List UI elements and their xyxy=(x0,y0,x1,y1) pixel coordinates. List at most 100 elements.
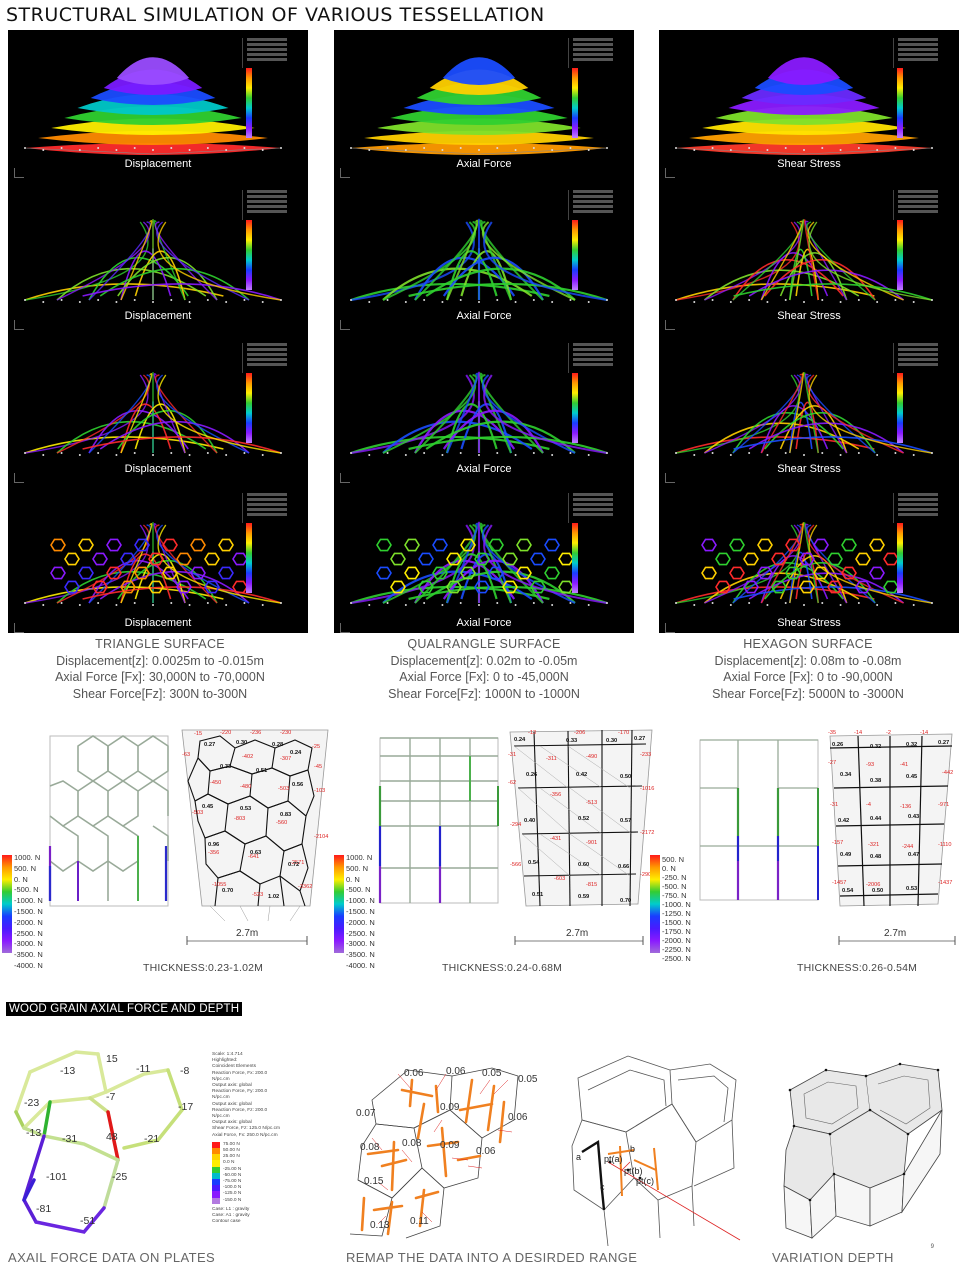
simulation-panel-4: Shear Stress xyxy=(659,485,959,633)
legend-value: -1500. N xyxy=(14,906,43,916)
legend-value: 500. N xyxy=(346,863,369,873)
axial-force-value: -31 xyxy=(62,1133,77,1145)
axial-force-range: Axial Force [Fx]: 0 to -45,000N xyxy=(399,670,569,684)
triangle-force-legend-colorbar xyxy=(2,855,12,953)
svg-text:-103: -103 xyxy=(314,788,325,794)
legend-value: -2000. N xyxy=(662,936,691,945)
legend-value: -2000. N xyxy=(346,917,375,927)
svg-text:0.30: 0.30 xyxy=(606,738,617,744)
svg-text:0.27: 0.27 xyxy=(938,740,949,746)
simulation-panel-2: Displacement xyxy=(8,182,308,332)
legend-value: -1250. N xyxy=(662,909,691,918)
axial-force-value: -8 xyxy=(180,1065,189,1077)
simulation-panel-4: Displacement xyxy=(8,485,308,633)
simulation-label: Shear Stress xyxy=(777,310,841,322)
simulation-legend xyxy=(893,36,945,138)
quad-force-legend-colorbar xyxy=(334,855,344,953)
surface-name: TRIANGLE SURFACE xyxy=(95,637,225,651)
axis-triad-icon xyxy=(340,473,350,483)
triangle-plate-elevation xyxy=(48,735,169,907)
legend-value: 0. N xyxy=(14,874,28,884)
svg-text:-490: -490 xyxy=(586,754,597,760)
svg-text:0.30: 0.30 xyxy=(236,740,247,746)
simulation-legend xyxy=(242,491,294,593)
shear-force-range: Shear Force[Fz]: 300N to-300N xyxy=(72,686,248,701)
legend-case-line: Case: L1 : gravity xyxy=(212,1206,250,1212)
simulation-label: Displacement xyxy=(124,617,192,629)
svg-text:0.54: 0.54 xyxy=(842,888,854,894)
legend-value: 75.00 N xyxy=(223,1141,240,1147)
svg-text:-1110: -1110 xyxy=(938,842,951,848)
svg-text:0.40: 0.40 xyxy=(524,818,535,824)
svg-text:-442: -442 xyxy=(942,770,953,776)
legend-value: -1000. N xyxy=(14,896,43,906)
legend-value: -1500. N xyxy=(662,918,691,927)
axial-force-value: -13 xyxy=(26,1127,41,1139)
svg-text:-25: -25 xyxy=(312,744,320,750)
svg-text:-63: -63 xyxy=(182,752,190,758)
svg-text:0.32: 0.32 xyxy=(870,744,881,750)
simulation-panel-3: Shear Stress xyxy=(659,335,959,485)
svg-text:0.28: 0.28 xyxy=(272,742,284,748)
quad-force-legend-labels: 1000. N 500. N 0. N -500. N -1000. N -1500. N… xyxy=(346,853,375,972)
axis-triad-icon xyxy=(340,168,350,178)
svg-text:-971: -971 xyxy=(938,802,949,808)
axis-triad-icon xyxy=(14,623,24,633)
svg-text:-31: -31 xyxy=(508,752,516,758)
simulation-panel-3: Axial Force xyxy=(334,335,634,485)
remap-value: 0.08 xyxy=(402,1138,422,1149)
remap-value: 0.06 xyxy=(404,1068,424,1079)
remap-value: 0.05 xyxy=(518,1074,538,1085)
axis-triad-icon xyxy=(665,623,675,633)
svg-text:-62: -62 xyxy=(508,780,516,786)
legend-value: -4000. N xyxy=(346,960,375,970)
svg-text:-321: -321 xyxy=(868,842,879,848)
legend-header-line: Reaction Force, Fz: 200.0 N/pc.cm xyxy=(212,1107,268,1120)
remap-value: 0.05 xyxy=(482,1068,502,1079)
shear-force-range: Shear Force[Fz]: 1000N to -1000N xyxy=(388,686,580,701)
simulation-panel-1: Axial Force xyxy=(334,30,634,180)
axis-triad-icon xyxy=(340,623,350,633)
svg-text:-503: -503 xyxy=(278,786,289,792)
svg-text:0.51: 0.51 xyxy=(256,768,268,774)
svg-text:-402: -402 xyxy=(242,754,253,760)
dome-render xyxy=(24,57,282,155)
simulation-label: Axial Force xyxy=(456,310,512,322)
variation-depth-diagram xyxy=(783,1062,943,1239)
hexagon-plate-elevation xyxy=(699,739,819,901)
triangle-plate-thickness-map: -15 -220 -236 -230 -25 -63 -402 -307 -45 -450 -4… xyxy=(181,729,329,922)
svg-text:-230: -230 xyxy=(280,730,291,736)
svg-text:0.32: 0.32 xyxy=(906,742,917,748)
svg-text:-27: -27 xyxy=(828,760,836,766)
quad-simulation-column: Axial Force Axial Force Axial Force Axial F… xyxy=(334,30,634,633)
dome-render xyxy=(24,372,282,456)
axis-triad-icon xyxy=(665,168,675,178)
construction-label: a xyxy=(576,1152,581,1162)
svg-text:0.51: 0.51 xyxy=(532,892,544,898)
legend-value: 0.0 N xyxy=(223,1160,235,1166)
dome-render xyxy=(350,521,608,606)
axis-triad-icon xyxy=(14,473,24,483)
page-title: STRUCTURAL SIMULATION OF VARIOUS TESSELL… xyxy=(6,4,545,26)
simulation-panel-2: Shear Stress xyxy=(659,182,959,332)
svg-text:-901: -901 xyxy=(586,840,597,846)
legend-value: -2000. N xyxy=(14,917,43,927)
svg-text:-4: -4 xyxy=(866,802,871,808)
dome-render xyxy=(350,57,608,155)
simulation-label: Axial Force xyxy=(456,617,512,629)
svg-text:0.70: 0.70 xyxy=(222,888,233,894)
construction-label: pt(a) xyxy=(604,1154,623,1164)
svg-text:-356: -356 xyxy=(550,792,561,798)
legend-value: -50.00 N xyxy=(223,1172,242,1178)
displacement-range: Displacement[z]: 0.08m to -0.08m xyxy=(714,653,902,668)
svg-text:0.49: 0.49 xyxy=(840,852,852,858)
caption-variation-depth: VARIATION DEPTH xyxy=(772,1250,894,1265)
svg-text:0.34: 0.34 xyxy=(840,772,852,778)
simulation-label: Shear Stress xyxy=(777,617,841,629)
hexagon-surface-info: HEXAGON SURFACE Displacement[z]: 0.08m t… xyxy=(648,636,960,702)
svg-text:-566: -566 xyxy=(510,862,521,868)
caption-remap-data: REMAP THE DATA INTO A DESIRDED RANGE xyxy=(346,1250,638,1265)
dome-render xyxy=(675,219,933,303)
legend-case-line: Case: A1 : gravity xyxy=(212,1213,250,1219)
legend-value: -2500. N xyxy=(14,928,43,938)
